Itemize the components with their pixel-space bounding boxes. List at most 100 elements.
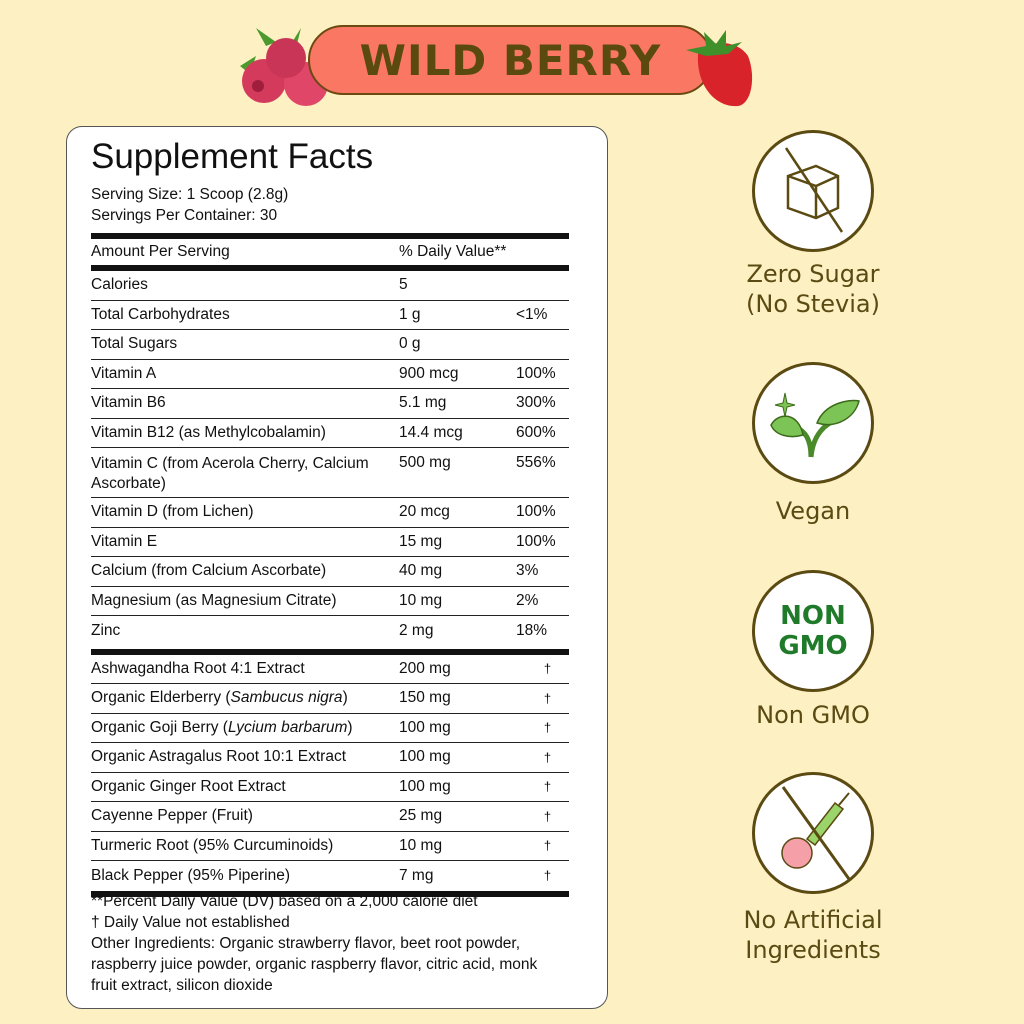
nutrient-amount: 10 mg [399, 591, 443, 609]
herbal-row: Organic Goji Berry (Lycium barbarum) 100 … [91, 714, 569, 743]
herbal-row: Black Pepper (95% Piperine) 7 mg † [91, 861, 569, 891]
herbal-amount: 100 mg [399, 777, 451, 795]
divider [91, 265, 569, 271]
nutrient-row: Calcium (from Calcium Ascorbate) 40 mg 3% [91, 557, 569, 587]
nutrient-amount: 5 [399, 276, 408, 294]
nutrient-amount: 1 g [399, 305, 421, 323]
footnote-dagger: † Daily Value not established [91, 914, 290, 931]
nutrient-dv: 600% [516, 423, 556, 441]
divider [91, 890, 569, 897]
no-sugar-cube-icon [784, 147, 844, 233]
nutrient-row: Vitamin D (from Lichen) 20 mcg 100% [91, 498, 569, 528]
herbal-row: Organic Ginger Root Extract 100 mg † [91, 773, 569, 802]
herbal-dv: † [543, 838, 552, 854]
nutrient-dv: <1% [516, 305, 548, 323]
raspberry-image [240, 28, 334, 106]
non-gmo-text: NON [780, 601, 846, 631]
nutrient-name: Vitamin A [91, 364, 157, 382]
non-gmo-icon: NON GMO [778, 601, 847, 661]
herbal-amount: 100 mg [399, 718, 451, 736]
nutrient-name: Zinc [91, 621, 121, 639]
herbal-amount: 25 mg [399, 807, 443, 825]
nutrient-dv: 100% [516, 503, 556, 521]
nutrient-row: Vitamin C (from Acerola Cherry, Calcium … [91, 448, 569, 498]
nutrient-dv: 3% [516, 562, 539, 580]
nutrient-amount: 5.1 mg [399, 394, 447, 412]
herbal-dv: † [543, 868, 552, 884]
non-gmo-badge: NON GMO [752, 570, 874, 692]
non-gmo-label: Non GMO [756, 701, 870, 729]
herbal-row: Organic Astragalus Root 10:1 Extract 100 … [91, 743, 569, 773]
nutrient-row: Vitamin E 15 mg 100% [91, 528, 569, 557]
dv-header: % Daily Value** [399, 243, 507, 260]
nutrient-dv: 100% [516, 364, 556, 382]
strawberry-image [686, 30, 753, 107]
nutrient-dv: 100% [516, 532, 556, 550]
badge-label-line: Ingredients [745, 936, 881, 964]
flavor-banner: WILD BERRY [308, 25, 713, 95]
nutrient-row: Total Carbohydrates 1 g <1% [91, 301, 569, 330]
herbal-name: Cayenne Pepper (Fruit) [91, 807, 253, 825]
serving-size: Serving Size: 1 Scoop (2.8g) [91, 186, 289, 203]
nutrient-name: Total Sugars [91, 335, 178, 353]
herbal-dv: † [543, 779, 552, 795]
herbal-name: Black Pepper (95% Piperine) [91, 866, 291, 884]
herbal-amount: 10 mg [399, 836, 443, 854]
herbal-name: Organic Astragalus Root 10:1 Extract [91, 748, 347, 766]
servings-per-container: Servings Per Container: 30 [91, 207, 278, 224]
zero-sugar-badge [752, 130, 874, 252]
flavor-title: WILD BERRY [359, 35, 662, 85]
badge-label-line: No Artificial [743, 906, 883, 934]
herbal-name: Organic Ginger Root Extract [91, 777, 286, 795]
facts-table: Amount Per Serving % Daily Value** Calor… [91, 233, 569, 897]
no-artificial-badge [752, 772, 874, 894]
herbal-dv: † [543, 690, 552, 706]
herbal-amount: 200 mg [399, 659, 451, 677]
non-gmo-text: GMO [778, 631, 848, 661]
herbal-amount: 7 mg [399, 866, 434, 884]
badge-label-line: (No Stevia) [746, 290, 880, 318]
nutrient-amount: 14.4 mcg [399, 423, 463, 441]
herbal-row: Cayenne Pepper (Fruit) 25 mg † [91, 802, 569, 832]
herbal-row: Turmeric Root (95% Curcuminoids) 10 mg † [91, 832, 569, 861]
nutrient-amount: 900 mcg [399, 364, 459, 382]
amount-header: Amount Per Serving [91, 243, 230, 260]
herbal-dv: † [543, 808, 552, 824]
herbal-dv: † [543, 661, 552, 677]
footnote-dv: **Percent Daily Value (DV) based on a 2,… [91, 893, 478, 910]
herbal-amount: 100 mg [399, 748, 451, 766]
footnotes: **Percent Daily Value (DV) based on a 2,… [91, 891, 561, 996]
herbal-name: Turmeric Root (95% Curcuminoids) [91, 836, 334, 854]
nutrient-row: Vitamin B6 5.1 mg 300% [91, 389, 569, 419]
herbal-dv: † [543, 749, 552, 765]
herbal-amount: 150 mg [399, 689, 451, 707]
herbal-latin-name: Lycium barbarum [227, 718, 348, 736]
serving-info: Serving Size: 1 Scoop (2.8g) Servings Pe… [91, 184, 288, 226]
nutrient-dv: 556% [516, 454, 556, 471]
nutrient-amount: 0 g [399, 335, 421, 353]
nutrient-row: Total Sugars 0 g [91, 330, 569, 360]
nutrient-row: Magnesium (as Magnesium Citrate) 10 mg 2% [91, 587, 569, 616]
herbal-name: Organic Elderberry ( [91, 689, 231, 707]
herbal-name: Ashwagandha Root 4:1 Extract [91, 659, 305, 677]
nutrient-name: Vitamin C (from Acerola Cherry, Calcium … [91, 455, 369, 492]
nutrient-name: Magnesium (as Magnesium Citrate) [91, 591, 337, 609]
divider [91, 233, 569, 239]
nutrient-row: Vitamin B12 (as Methylcobalamin) 14.4 mcg… [91, 419, 569, 448]
nutrient-name: Calories [91, 276, 148, 294]
sprout-icon [770, 392, 860, 458]
nutrient-name: Vitamin B12 (as Methylcobalamin) [91, 423, 326, 441]
vegan-badge [752, 362, 874, 484]
nutrient-amount: 15 mg [399, 532, 443, 550]
herbal-name: Organic Goji Berry ( [91, 718, 228, 736]
nutrient-dv: 300% [516, 394, 556, 412]
facts-title: Supplement Facts [91, 137, 374, 176]
nutrient-dv: 18% [516, 621, 548, 639]
vegan-label: Vegan [775, 497, 851, 525]
nutrient-name: Total Carbohydrates [91, 305, 230, 323]
no-artificial-label: No Artificial Ingredients [700, 905, 926, 965]
herbal-dv: † [543, 720, 552, 736]
herbal-row: Organic Elderberry (Sambucus nigra) 150 m… [91, 684, 569, 714]
nutrient-name: Vitamin B6 [91, 394, 166, 412]
divider [91, 648, 569, 655]
